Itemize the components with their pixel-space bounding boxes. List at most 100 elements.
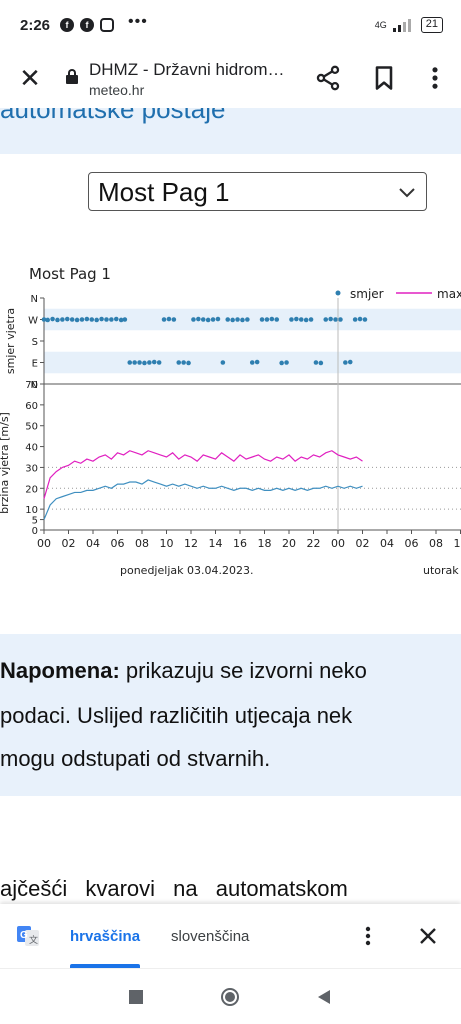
- direction-point: [118, 317, 124, 323]
- direction-point: [84, 316, 90, 322]
- system-nav-bar: [0, 968, 461, 1024]
- x-tick-label: 12: [184, 537, 198, 550]
- note-line-3: mogu odstupati od stvarnih.: [0, 746, 271, 771]
- language-tab-croatian[interactable]: hrvaščina: [70, 928, 141, 945]
- translate-menu-icon[interactable]: [356, 924, 380, 948]
- facebook-icon: f: [60, 18, 74, 32]
- direction-point: [264, 317, 270, 322]
- note-line-1: Napomena: prikazuju se izvorni neko: [0, 658, 367, 684]
- language-tab-slovenian[interactable]: slovenščina: [171, 928, 250, 945]
- direction-point: [79, 317, 85, 322]
- direction-point: [205, 317, 211, 323]
- x-tick-label: 06: [111, 537, 125, 550]
- direction-point: [215, 316, 221, 322]
- direction-point: [284, 360, 289, 365]
- home-icon[interactable]: [220, 987, 240, 1007]
- direction-point: [240, 317, 245, 323]
- page-content: automatske postaje Most Pag 1 Most Pag 1…: [0, 108, 461, 904]
- direction-point: [313, 360, 319, 365]
- svg-text:文: 文: [29, 934, 38, 946]
- share-icon[interactable]: [314, 64, 342, 92]
- legend-label-max: max: [437, 287, 461, 301]
- direction-point: [132, 360, 137, 365]
- x-tick-label: 04: [86, 537, 100, 550]
- speed-tick-label: 5: [32, 516, 38, 527]
- selected-language-indicator: [70, 964, 140, 968]
- note-line-2: podaci. Uslijed različitih utjecaja nek: [0, 703, 353, 728]
- x-date-label-left: ponedjeljak 03.04.2023.: [120, 564, 253, 577]
- direction-point: [171, 317, 177, 322]
- speed-tick-label: 10: [25, 505, 38, 516]
- direction-point: [181, 360, 186, 365]
- direction-tick-label: N: [31, 380, 38, 391]
- direction-tick-label: E: [32, 359, 38, 370]
- page-url[interactable]: meteo.hr: [89, 82, 145, 98]
- status-time: 2:26: [20, 17, 51, 34]
- direction-point: [127, 360, 133, 365]
- direction-point: [41, 317, 47, 322]
- speed-tick-label: 60: [25, 401, 38, 412]
- direction-point: [109, 317, 114, 322]
- x-tick-label: 22: [307, 537, 321, 550]
- direction-point: [249, 360, 255, 365]
- speed-tick-label: 50: [25, 422, 38, 433]
- direction-band-east: [44, 308, 461, 331]
- direction-point: [176, 360, 182, 365]
- direction-point: [74, 317, 80, 323]
- x-tick-label: 16: [233, 537, 247, 550]
- chart-title: Most Pag 1: [29, 265, 111, 283]
- instagram-icon: [100, 18, 114, 32]
- direction-tick-label: W: [28, 316, 38, 327]
- legend-label-smjer: smjer: [350, 287, 384, 301]
- station-select[interactable]: Most Pag 1: [88, 172, 427, 211]
- bookmark-icon[interactable]: [370, 64, 398, 92]
- lock-icon[interactable]: [66, 69, 78, 84]
- direction-point: [166, 316, 172, 322]
- overflow-menu-icon[interactable]: [421, 64, 449, 92]
- page-title[interactable]: DHMZ - Državni hidrometeorološki zavod: [89, 60, 289, 79]
- direction-point: [55, 317, 60, 323]
- direction-point: [196, 316, 201, 322]
- direction-point: [191, 317, 196, 322]
- x-tick-label: 10: [454, 537, 461, 550]
- direction-point: [357, 316, 363, 322]
- faults-heading: ajčešći kvarovi na automatskom: [0, 876, 348, 901]
- direction-point: [269, 316, 275, 322]
- direction-point: [161, 317, 167, 322]
- direction-point: [69, 317, 75, 322]
- legend-marker-smjer: [335, 290, 341, 296]
- note-band: Napomena: prikazuju se izvorni neko poda…: [0, 634, 461, 796]
- direction-point: [186, 360, 191, 366]
- direction-point: [200, 317, 206, 322]
- x-tick-label: 00: [331, 537, 345, 550]
- direction-point: [230, 317, 235, 323]
- direction-point: [89, 317, 95, 322]
- close-tab-button[interactable]: ✕: [19, 63, 41, 93]
- speed-tick-label: 30: [25, 463, 38, 474]
- battery-icon: 21: [420, 17, 443, 33]
- direction-point: [235, 317, 240, 322]
- close-translate-icon[interactable]: [416, 924, 440, 948]
- x-tick-label: 18: [258, 537, 272, 550]
- direction-point: [99, 316, 104, 322]
- translate-bar: G 文 hrvaščina slovenščina: [0, 904, 461, 968]
- direction-point: [298, 317, 304, 322]
- speed-tick-label: 20: [25, 484, 38, 495]
- direction-point: [333, 317, 338, 322]
- chevron-down-icon: [399, 188, 415, 198]
- direction-point: [338, 317, 343, 322]
- direction-tick-label: S: [32, 337, 38, 348]
- recent-apps-icon[interactable]: [126, 987, 146, 1007]
- x-tick-label: 00: [37, 537, 51, 550]
- direction-point: [352, 317, 358, 322]
- x-tick-label: 08: [135, 537, 149, 550]
- direction-point: [328, 316, 333, 322]
- direction-point: [156, 360, 162, 365]
- google-translate-icon: G 文: [17, 926, 39, 946]
- direction-point: [279, 360, 284, 366]
- x-date-label-right: utorak: [423, 564, 459, 577]
- back-icon[interactable]: [314, 987, 334, 1007]
- speed-y-label: brzina vjetra [m/s]: [0, 412, 11, 514]
- direction-point: [308, 317, 314, 322]
